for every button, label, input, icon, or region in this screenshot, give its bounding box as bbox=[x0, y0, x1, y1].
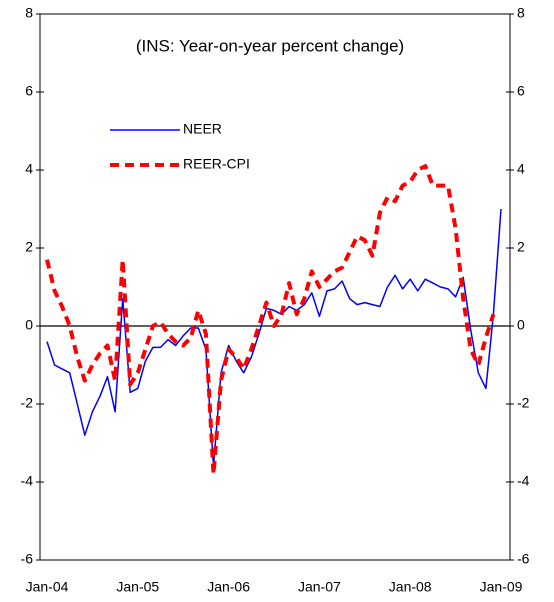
y2-tick-label: 8 bbox=[517, 5, 525, 21]
y2-tick-label: 6 bbox=[517, 83, 525, 99]
y2-tick-label: 0 bbox=[517, 317, 525, 333]
legend-label: NEER bbox=[183, 121, 222, 137]
x-tick-label: Jan-07 bbox=[298, 579, 341, 595]
x-tick-label: Jan-04 bbox=[26, 579, 69, 595]
y-tick-label: 2 bbox=[25, 239, 33, 255]
y-tick-label: 0 bbox=[25, 317, 33, 333]
legend-label: REER-CPI bbox=[183, 156, 250, 172]
y-tick-label: -2 bbox=[21, 395, 34, 411]
y2-tick-label: -4 bbox=[517, 473, 530, 489]
x-tick-label: Jan-06 bbox=[207, 579, 250, 595]
y-tick-label: 6 bbox=[25, 83, 33, 99]
y-tick-label: -4 bbox=[21, 473, 34, 489]
y2-tick-label: -6 bbox=[517, 551, 530, 567]
annotation: (INS: Year-on-year percent change) bbox=[136, 36, 404, 55]
plot-frame bbox=[39, 13, 511, 561]
y2-tick-label: 4 bbox=[517, 161, 525, 177]
series-line bbox=[45, 164, 496, 477]
y-tick-label: -6 bbox=[21, 551, 34, 567]
series-line bbox=[46, 208, 502, 468]
y-tick-label: 8 bbox=[25, 5, 33, 21]
x-tick-label: Jan-05 bbox=[116, 579, 159, 595]
x-tick-label: Jan-09 bbox=[480, 579, 523, 595]
y2-tick-label: 2 bbox=[517, 239, 525, 255]
x-tick-label: Jan-08 bbox=[389, 579, 432, 595]
y-tick-label: 4 bbox=[25, 161, 33, 177]
y2-tick-label: -2 bbox=[517, 395, 530, 411]
